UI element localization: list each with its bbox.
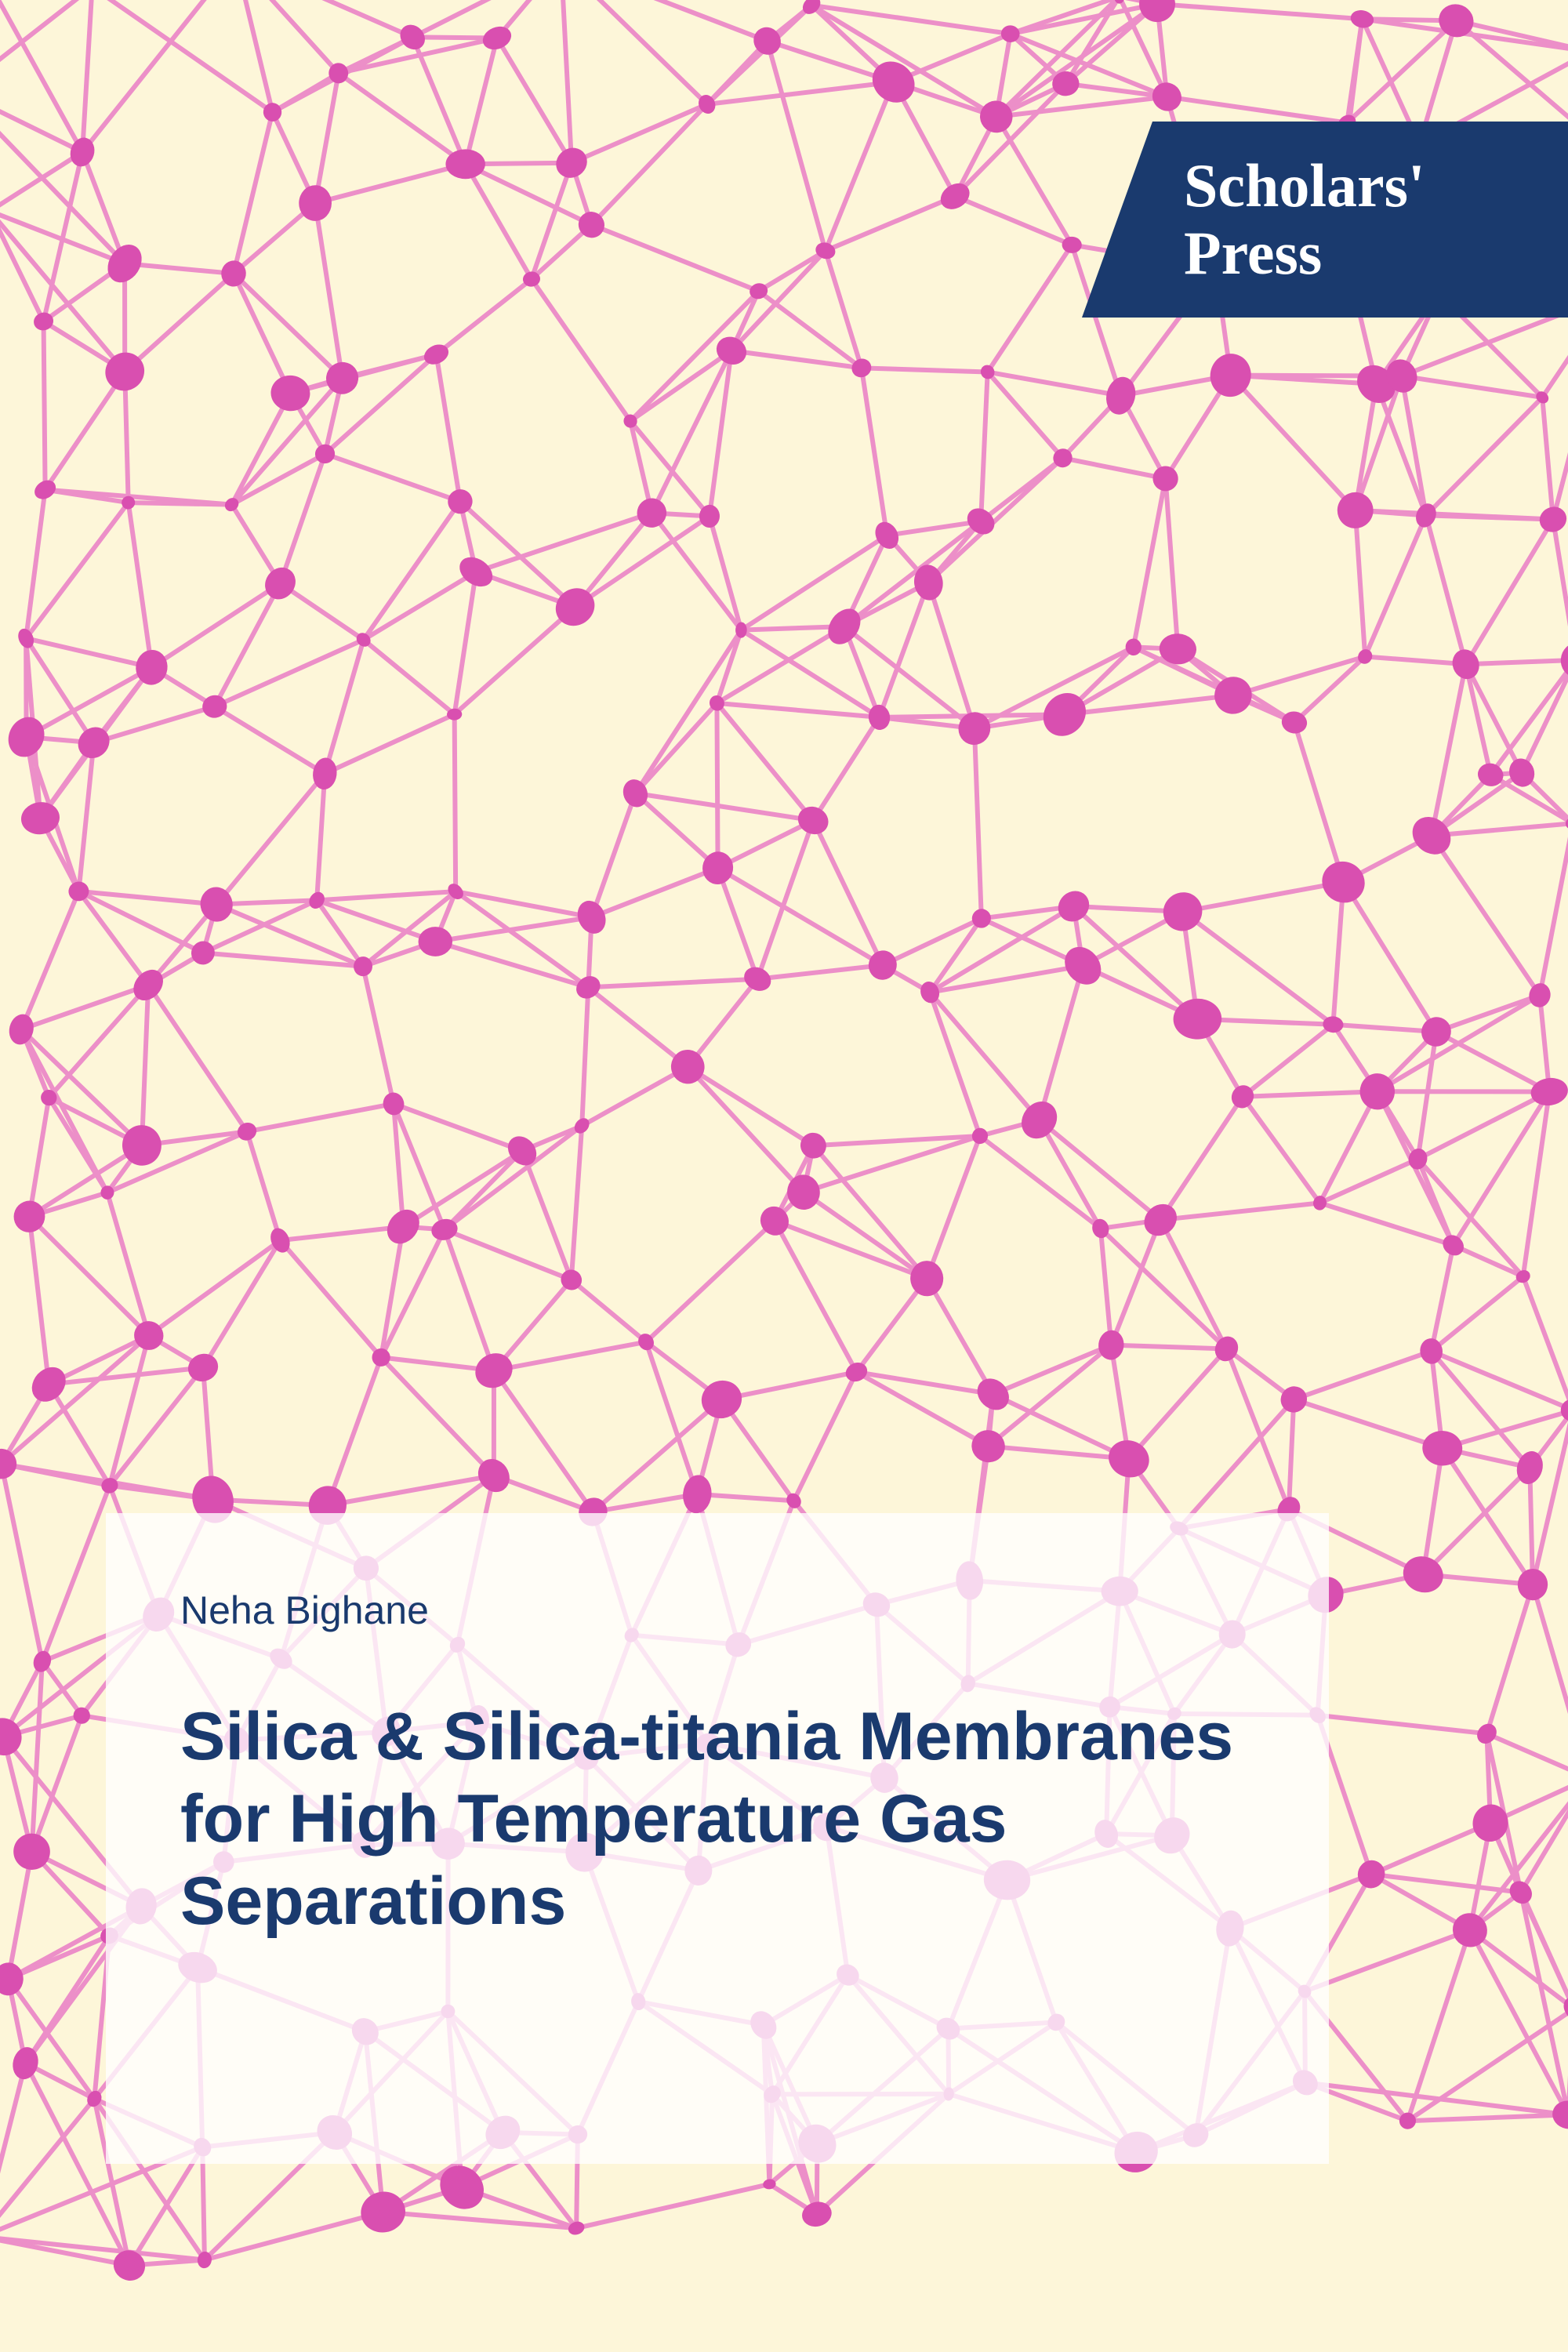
publisher-line1: Scholars' <box>1184 151 1425 220</box>
publisher-line2: Press <box>1184 219 1322 287</box>
publisher-badge: Scholars' Press <box>1082 122 1568 318</box>
title-panel: Neha Bighane Silica & Silica-titania Mem… <box>106 1513 1329 2164</box>
book-cover: Scholars' Press Neha Bighane Silica & Si… <box>0 0 1568 2352</box>
author-name: Neha Bighane <box>180 1588 1254 1633</box>
publisher-name: Scholars' Press <box>1184 152 1425 287</box>
book-title: Silica & Silica-titania Membranes for Hi… <box>180 1696 1254 1943</box>
